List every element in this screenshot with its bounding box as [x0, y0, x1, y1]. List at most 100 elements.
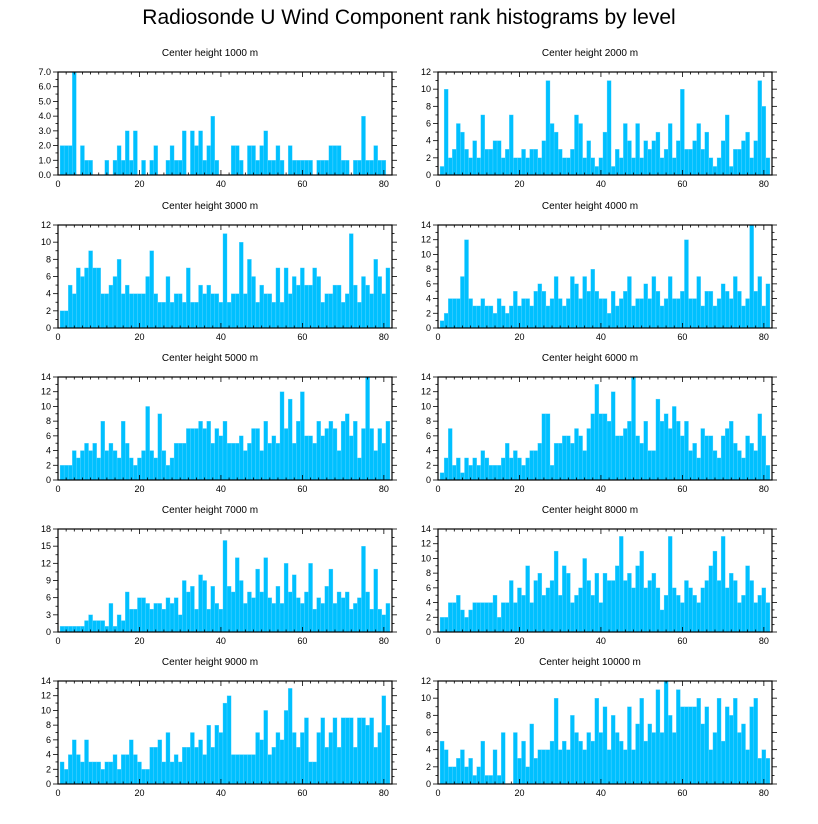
y-tick-label: 4 [426, 446, 431, 456]
y-tick-label: 4.0 [38, 111, 51, 121]
y-tick-label: 7.0 [38, 67, 51, 77]
histogram-bar [125, 754, 130, 785]
histogram-bar [251, 276, 256, 329]
x-tick-label: 60 [677, 332, 687, 342]
histogram-bar [753, 698, 758, 785]
histogram-bar [182, 130, 187, 176]
histogram-bar [610, 715, 616, 785]
x-tick-label: 80 [379, 179, 389, 189]
histogram-bar [439, 740, 445, 785]
histogram-bar [373, 145, 378, 176]
histogram-bar [545, 587, 551, 633]
histogram-bar [72, 739, 77, 785]
histogram-bar [149, 250, 154, 329]
histogram-bar [385, 603, 391, 633]
histogram-bar [749, 157, 754, 176]
histogram-bar [525, 457, 530, 481]
histogram-bar [157, 413, 163, 481]
histogram-bar [292, 732, 297, 785]
x-tick-label: 20 [514, 179, 524, 189]
histogram-bar [696, 123, 701, 176]
y-tick-label: 8 [426, 264, 431, 274]
histogram-bar [541, 749, 547, 785]
histogram-bar [129, 293, 134, 329]
histogram-bar [198, 130, 203, 176]
histogram-bar [468, 609, 473, 633]
histogram-bar [704, 580, 710, 633]
histogram-panel-4000m: 0 20 40 60 80 0 2 4 6 8 10 12 14 Center height 4000 … [400, 201, 780, 353]
histogram-bar [582, 157, 587, 176]
histogram-bar [304, 160, 309, 176]
histogram-bar [116, 614, 122, 633]
histogram-bar [439, 472, 445, 481]
histogram-bar [328, 568, 334, 633]
histogram-bar [206, 608, 211, 633]
y-tick-label: 8 [426, 568, 431, 578]
histogram-bar [753, 450, 758, 481]
histogram-bar [137, 293, 142, 329]
histogram-bar [549, 123, 555, 176]
histogram-bar [602, 298, 608, 329]
histogram-bar [643, 420, 648, 481]
histogram-bar [96, 457, 101, 481]
histogram-bar [729, 572, 734, 633]
histogram-bar [733, 443, 738, 481]
histogram-bar [484, 149, 490, 176]
x-tick-label: 20 [514, 636, 524, 646]
histogram-bar [145, 406, 150, 481]
histogram-bar [59, 626, 65, 633]
histogram-bar [602, 413, 608, 481]
histogram-bar [635, 565, 640, 633]
histogram-bar [385, 724, 391, 785]
y-tick-label: 10 [421, 249, 431, 259]
histogram-bar [492, 749, 498, 785]
histogram-bar [328, 732, 334, 785]
histogram-bar [88, 761, 93, 785]
histogram-bar [243, 754, 248, 785]
histogram-bar [320, 160, 325, 176]
histogram-bar [757, 413, 762, 481]
histogram-bar [460, 609, 465, 633]
histogram-bar [59, 761, 65, 785]
histogram-bar [594, 291, 600, 329]
histogram-bar [484, 457, 490, 481]
histogram-bar [226, 695, 232, 785]
histogram-bar [663, 413, 669, 481]
histogram-bar [562, 157, 567, 176]
panel-title: Center height 7000 m [161, 505, 259, 516]
histogram-bar [619, 157, 624, 176]
x-tick-label: 0 [435, 788, 440, 798]
histogram-bar [100, 420, 105, 481]
histogram-bar [716, 157, 722, 176]
histogram-bar [553, 698, 559, 785]
histogram-bar [292, 276, 297, 329]
histogram-bar [452, 149, 457, 176]
histogram-bar [247, 754, 252, 785]
histogram-panel-2000m: 0 20 40 60 80 0 2 4 6 8 10 12 Center height 2000 m [400, 48, 780, 200]
histogram-bar [745, 298, 750, 329]
histogram-bar [692, 595, 697, 633]
histogram-bar [222, 540, 228, 633]
histogram-bar [308, 563, 313, 633]
histogram-bar [541, 140, 547, 176]
histogram-bar [529, 723, 534, 785]
histogram-bar [230, 443, 236, 481]
histogram-bar [133, 130, 138, 176]
histogram-bar [316, 597, 321, 633]
histogram-bar [243, 450, 248, 481]
histogram-bar [480, 450, 485, 481]
histogram-bar [353, 747, 358, 785]
histogram-bar [659, 732, 665, 785]
histogram-bar [488, 775, 494, 785]
x-tick-label: 80 [759, 636, 769, 646]
histogram-bar [566, 298, 571, 329]
histogram-bar [369, 608, 374, 633]
histogram-bar [235, 754, 240, 785]
histogram-bar [452, 602, 457, 633]
y-tick-label: 10 [421, 693, 431, 703]
histogram-svg: 0 20 40 60 80 0 2 4 6 8 10 12 14 [421, 220, 777, 342]
histogram-bar [332, 145, 338, 176]
histogram-bar [496, 140, 502, 176]
histogram-bar [464, 766, 469, 785]
histogram-bar [239, 435, 244, 481]
